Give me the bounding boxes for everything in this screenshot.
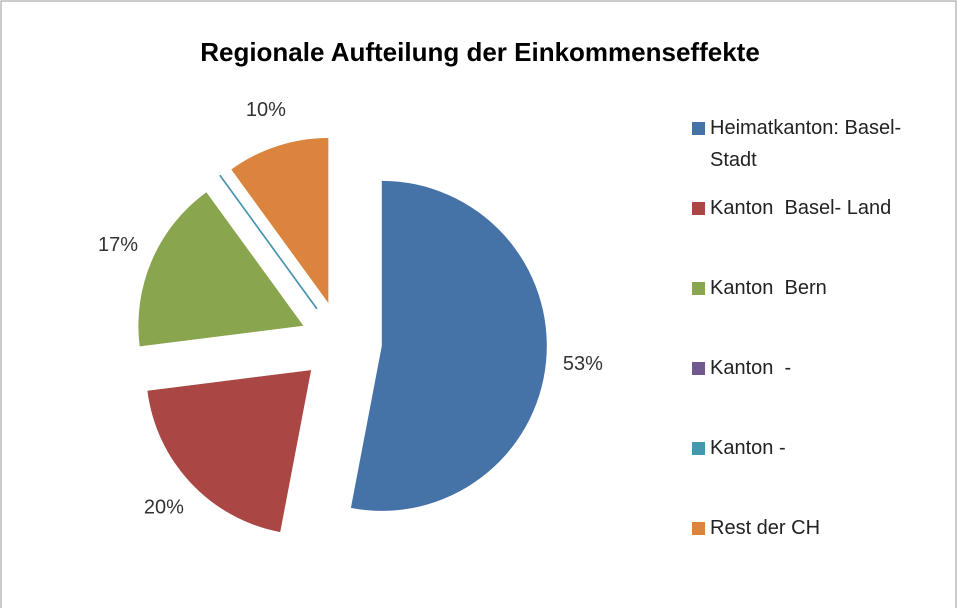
legend-swatch (692, 282, 705, 295)
legend-label: Kanton Basel- Land (710, 197, 892, 219)
pie-slice (138, 192, 304, 347)
pie-slice (231, 138, 329, 304)
legend-item: Kanton Basel- Land (688, 192, 938, 224)
legend-swatch (692, 122, 705, 135)
legend-item: Kanton Bern (688, 272, 938, 304)
legend-swatch (692, 202, 705, 215)
legend-item: Kanton - (688, 432, 938, 464)
legend-label: Kanton Bern (710, 277, 827, 299)
chart-title: Regionale Aufteilung der Einkommenseffek… (200, 37, 760, 67)
data-label: 17% (98, 234, 138, 256)
legend-item: Kanton - (688, 352, 938, 384)
legend-label: Kanton - (710, 437, 786, 459)
legend-label: Heimatkanton: Basel-Stadt (710, 117, 902, 171)
legend-swatch (692, 442, 705, 455)
legend-label: Rest der CH (710, 517, 821, 539)
data-label: 10% (246, 99, 286, 121)
data-label: 20% (144, 497, 184, 519)
data-label: 53% (563, 353, 603, 375)
pie-slice (147, 370, 312, 533)
legend-label: Kanton - (710, 357, 792, 379)
legend-item: Rest der CH (688, 512, 938, 544)
pie-slice (219, 174, 318, 310)
legend-item: Heimatkanton: Basel-Stadt (688, 112, 938, 176)
pie-slice (350, 180, 547, 511)
legend-swatch (692, 362, 705, 375)
legend-swatch (692, 522, 705, 535)
